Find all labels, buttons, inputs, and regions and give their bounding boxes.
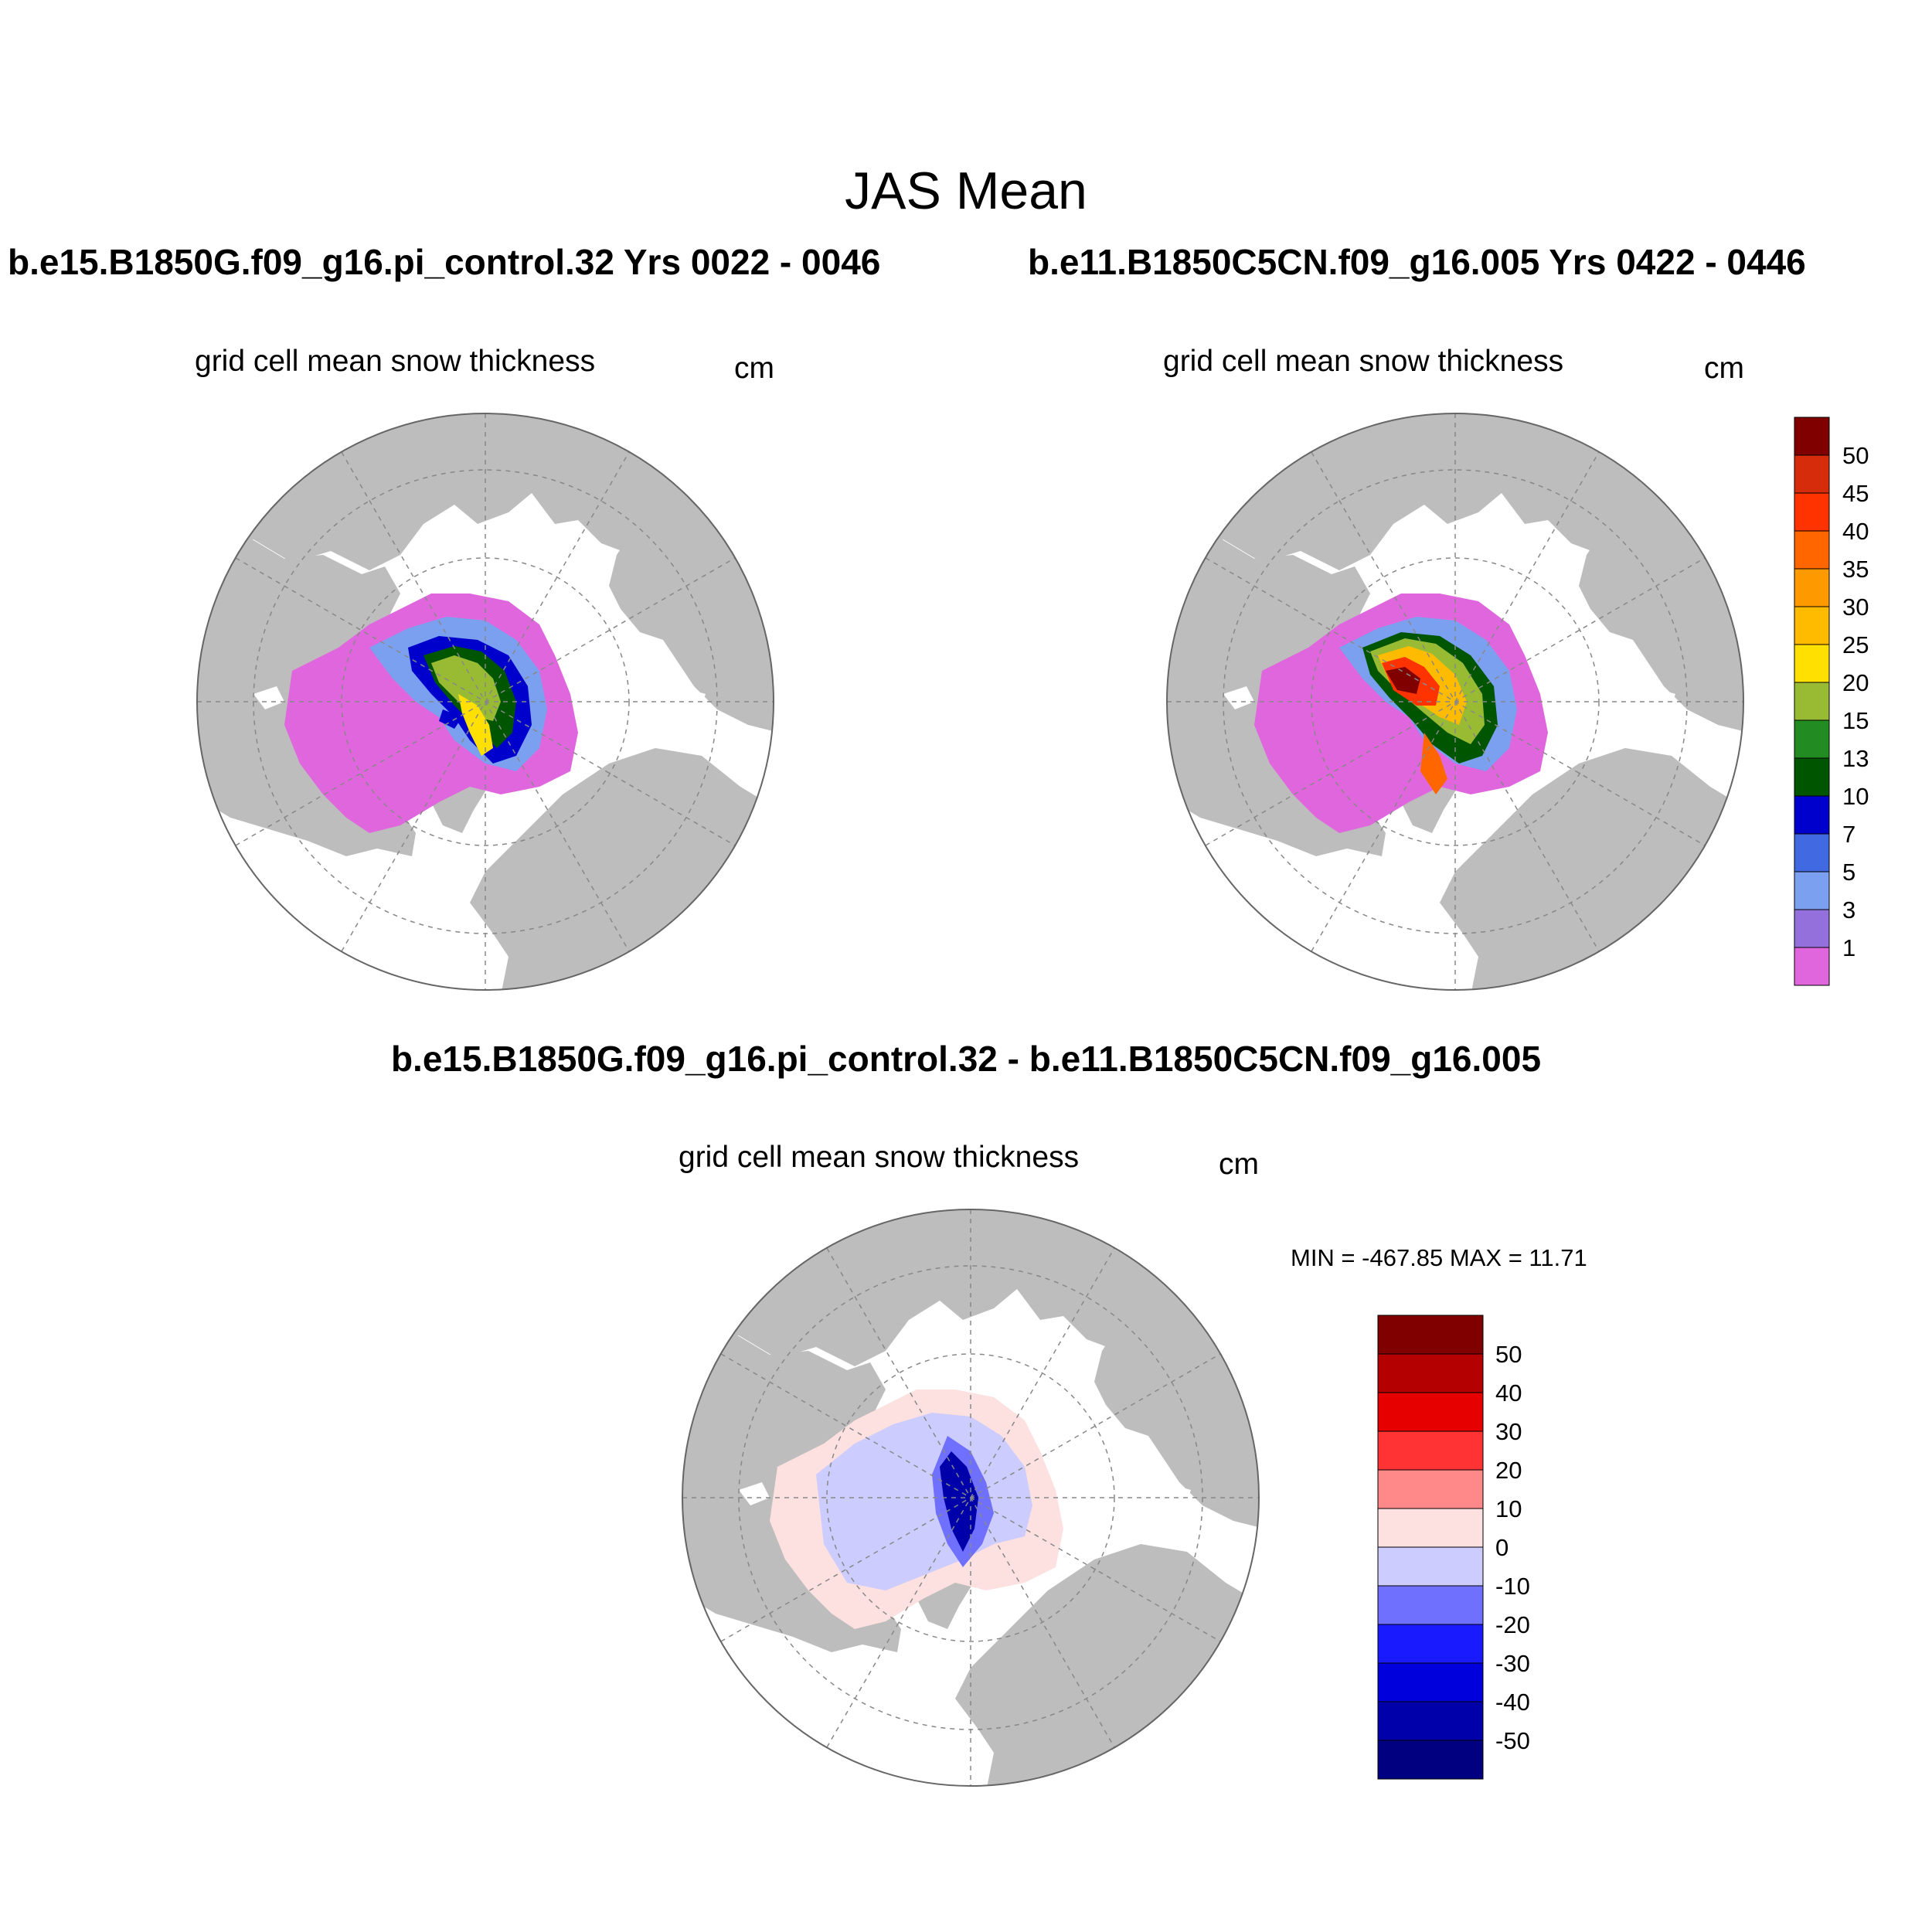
colorbar-main-swatch (1794, 417, 1830, 456)
colorbar-main-swatch (1794, 719, 1830, 759)
colorbar-difference-swatch (1377, 1585, 1484, 1625)
colorbar-main-swatch (1794, 606, 1830, 645)
case-a-title: b.e15.B1850G.f09_g16.pi_control.32 Yrs 0… (8, 242, 881, 282)
colorbar-difference-swatch (1377, 1701, 1484, 1741)
colorbar-difference-tick-label: 30 (1495, 1418, 1522, 1445)
difference-title: b.e15.B1850G.f09_g16.pi_control.32 - b.e… (390, 1039, 1542, 1079)
colorbar-difference-swatch (1377, 1624, 1484, 1664)
colorbar-main-tick-label: 5 (1842, 859, 1855, 886)
colorbar-main-tick-label: 45 (1842, 480, 1869, 507)
case-a-map (196, 413, 774, 991)
colorbar-difference-swatch (1377, 1430, 1484, 1471)
colorbar-main-swatch (1794, 757, 1830, 797)
colorbar-main-tick-label: 35 (1842, 556, 1869, 583)
colorbar-difference: 50 40 30 20 10 0 -10 -20 -30 -40 -50 (1377, 1315, 1530, 1780)
colorbar-difference-tick-label: -20 (1495, 1611, 1530, 1638)
colorbar-difference-swatch (1377, 1662, 1484, 1702)
colorbar-main-tick-label: 40 (1842, 518, 1869, 545)
colorbar-main-swatch (1794, 644, 1830, 683)
colorbar-main-tick-label: 15 (1842, 707, 1869, 734)
difference-units-label: cm (1219, 1148, 1259, 1181)
difference-map (682, 1209, 1260, 1787)
colorbar-difference-tick-label: 0 (1495, 1534, 1509, 1561)
colorbar-difference-swatch (1377, 1353, 1484, 1393)
colorbar-main-swatch (1794, 530, 1830, 570)
difference-variable-label: grid cell mean snow thickness (679, 1141, 1080, 1174)
colorbar-difference-swatch (1377, 1469, 1484, 1509)
colorbar-main-swatch (1794, 833, 1830, 872)
colorbar-main-swatch (1794, 568, 1830, 607)
colorbar-difference-tick-label: -40 (1495, 1689, 1530, 1716)
colorbar-difference-swatch (1377, 1546, 1484, 1587)
case-b-title: b.e11.B1850C5CN.f09_g16.005 Yrs 0422 - 0… (1028, 242, 1806, 282)
colorbar-main-swatch (1794, 454, 1830, 494)
colorbar-main-swatch (1794, 682, 1830, 721)
case-b-map (1166, 413, 1744, 991)
colorbar-difference-tick-label: 40 (1495, 1379, 1522, 1406)
colorbar-main: 50 45 40 35 30 25 20 15 13 10 7 5 3 1 (1794, 417, 1869, 986)
colorbar-difference-tick-label: 10 (1495, 1495, 1522, 1522)
colorbar-main-tick-label: 1 (1842, 934, 1855, 961)
colorbar-main-tick-label: 50 (1842, 442, 1869, 469)
colorbar-difference-swatch (1377, 1740, 1484, 1780)
colorbar-difference-tick-label: -50 (1495, 1727, 1530, 1754)
colorbar-main-swatch (1794, 947, 1830, 986)
colorbar-difference-swatch (1377, 1508, 1484, 1548)
difference-min-max: MIN = -467.85 MAX = 11.71 (1291, 1244, 1587, 1271)
colorbar-main-tick-label: 7 (1842, 821, 1855, 848)
colorbar-main-swatch (1794, 909, 1830, 948)
colorbar-difference-tick-label: -10 (1495, 1573, 1530, 1600)
colorbar-main-tick-label: 3 (1842, 896, 1855, 923)
colorbar-main-tick-label: 10 (1842, 783, 1869, 810)
figure-title: JAS Mean (845, 162, 1087, 220)
colorbar-main-swatch (1794, 871, 1830, 910)
colorbar-main-tick-label: 30 (1842, 594, 1869, 621)
colorbar-main-swatch (1794, 795, 1830, 835)
colorbar-main-tick-label: 25 (1842, 631, 1869, 658)
case-b-variable-label: grid cell mean snow thickness (1163, 345, 1564, 378)
colorbar-main-swatch (1794, 492, 1830, 532)
colorbar-main-tick-label: 13 (1842, 745, 1869, 772)
case-a-units-label: cm (734, 352, 774, 385)
case-a-variable-label: grid cell mean snow thickness (195, 345, 596, 378)
colorbar-difference-tick-label: -30 (1495, 1650, 1530, 1677)
colorbar-difference-swatch (1377, 1315, 1484, 1355)
case-b-units-label: cm (1704, 352, 1744, 385)
colorbar-main-tick-label: 20 (1842, 669, 1869, 696)
colorbar-difference-swatch (1377, 1392, 1484, 1432)
colorbar-difference-tick-label: 50 (1495, 1341, 1522, 1368)
colorbar-difference-tick-label: 20 (1495, 1457, 1522, 1484)
